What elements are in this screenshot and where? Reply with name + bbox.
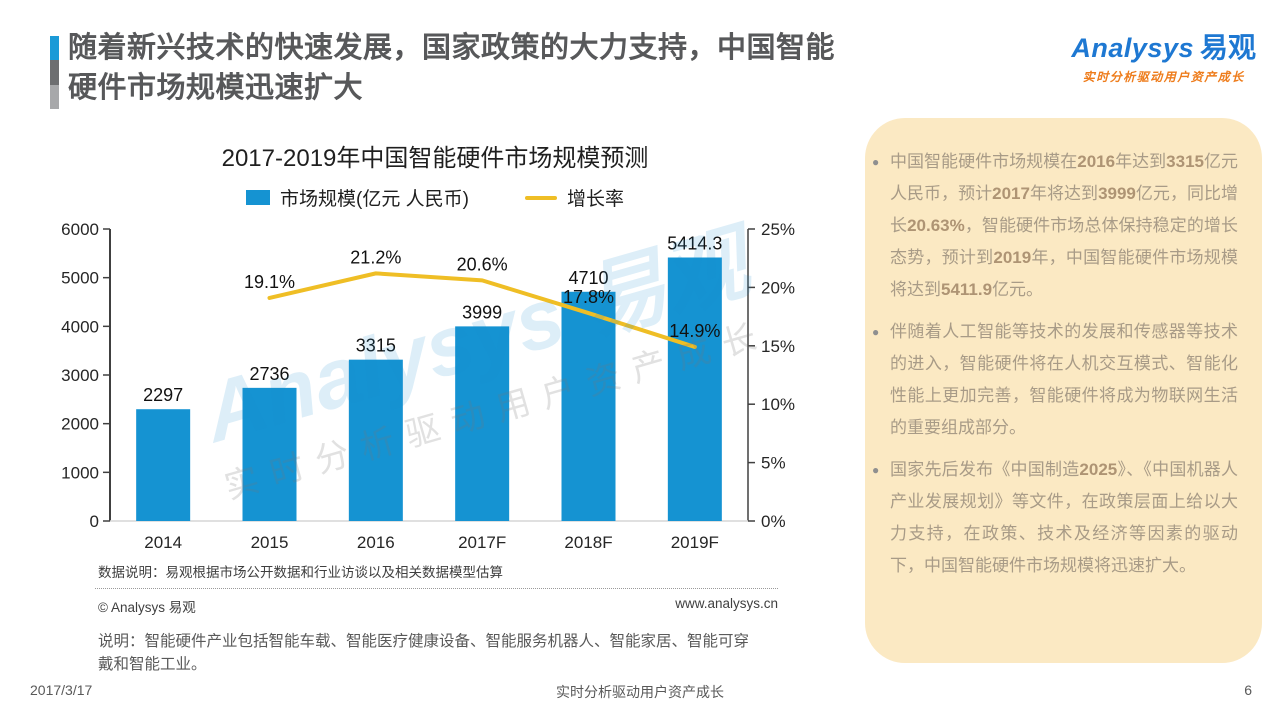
growth-rate-label: 21.2% — [350, 247, 401, 267]
chart-title: 2017-2019年中国智能硬件市场规模预测 — [221, 145, 649, 172]
bar-2014 — [136, 409, 191, 521]
sidebar-bullet: 国家先后发布《中国制造2025》、《中国机器人产业发展规划》等文件，在政策层面上… — [872, 454, 1238, 582]
category-label: 2016 — [357, 533, 395, 552]
left-axis-tick: 4000 — [61, 317, 99, 336]
right-axis-tick: 15% — [761, 337, 795, 356]
growth-rate-label: 14.9% — [669, 321, 720, 341]
growth-rate-label: 17.8% — [563, 287, 614, 307]
right-axis-tick: 0% — [761, 512, 786, 531]
left-axis-tick: 1000 — [61, 463, 99, 482]
title-accent-bar — [50, 36, 59, 109]
bar-value-label: 3315 — [356, 336, 396, 356]
right-axis-tick: 20% — [761, 278, 795, 297]
accent-segment-blue — [50, 36, 59, 61]
right-axis-tick: 10% — [761, 395, 795, 414]
bar-2018F — [561, 291, 616, 521]
left-axis-tick: 6000 — [61, 220, 99, 239]
bar-value-label: 2736 — [249, 364, 289, 384]
growth-rate-label: 19.1% — [244, 272, 295, 292]
footer-slogan: 实时分析驱动用户资产成长 — [556, 684, 724, 700]
accent-segment-dark-gray — [50, 60, 59, 85]
legend-line-label: 增长率 — [566, 189, 624, 210]
insights-sidebar: 中国智能硬件市场规模在2016年达到3315亿元人民币，预计2017年将达到39… — [865, 118, 1262, 663]
bar-value-label: 4710 — [568, 268, 608, 288]
growth-rate-label: 20.6% — [457, 254, 508, 274]
category-label: 2015 — [251, 533, 289, 552]
legend-bar-label: 市场规模(亿元 人民币) — [280, 189, 469, 210]
right-axis-tick: 5% — [761, 454, 786, 473]
growth-rate-line — [267, 271, 697, 349]
dotted-divider — [95, 588, 778, 589]
right-axis-tick: 25% — [761, 220, 795, 239]
category-label: 2018F — [564, 533, 612, 552]
category-label: 2019F — [671, 533, 719, 552]
bar-value-label: 2297 — [143, 385, 183, 405]
website-link[interactable]: www.analysys.cn — [675, 596, 778, 611]
legend-bar-swatch — [246, 190, 271, 205]
bar-value-label: 5414.3 — [667, 234, 722, 254]
footer-date: 2017/3/17 — [30, 682, 93, 698]
left-axis-tick: 0 — [90, 512, 99, 531]
chart-legend: 市场规模(亿元 人民币) 增长率 — [100, 184, 770, 211]
logo-tagline: 实时分析驱动用户资产成长 — [1082, 70, 1245, 84]
category-label: 2017F — [458, 533, 506, 552]
copyright-text: © Analysys 易观 — [98, 600, 196, 615]
sidebar-bullet: 伴随着人工智能等技术的发展和传感器等技术的进入，智能硬件将在人机交互模式、智能化… — [872, 316, 1238, 444]
logo-cn: 易观 — [1199, 32, 1256, 63]
legend-line-swatch — [524, 195, 557, 200]
copyright-row: © Analysys 易观 www.analysys.cn — [98, 596, 778, 616]
bar-2016 — [348, 359, 403, 521]
category-label: 2014 — [144, 533, 182, 552]
data-source-note: 数据说明：易观根据市场公开数据和行业访谈以及相关数据模型估算 — [98, 565, 503, 580]
footer-page-number: 6 — [1244, 682, 1252, 698]
bar-value-label: 3999 — [462, 302, 502, 322]
page-title: 随着新兴技术的快速发展，国家政策的大力支持，中国智能硬件市场规模迅速扩大 — [68, 32, 836, 105]
analysys-logo: Analysys 易观 实时分析驱动用户资产成长 — [1071, 26, 1256, 85]
bar-2015 — [242, 387, 297, 521]
sidebar-bullets: 中国智能硬件市场规模在2016年达到3315亿元人民币，预计2017年将达到39… — [872, 146, 1238, 582]
bar-2019F — [667, 257, 722, 521]
plot-area: 6000 5000 4000 3000 2000 1000 0 25% 20% 15% 10% 5% 0… — [60, 220, 820, 570]
left-axis-tick: 5000 — [61, 269, 99, 288]
logo-wordmark: Analysys — [1071, 33, 1194, 63]
sidebar-bullet: 中国智能硬件市场规模在2016年达到3315亿元人民币，预计2017年将达到39… — [872, 146, 1238, 306]
chart-description: 说明：智能硬件产业包括智能车载、智能医疗健康设备、智能服务机器人、智能家居、智能… — [98, 633, 750, 674]
bar-2017F — [455, 326, 510, 521]
accent-segment-light-gray — [50, 84, 59, 109]
left-axis-tick: 3000 — [61, 366, 99, 385]
left-axis-tick: 2000 — [61, 415, 99, 434]
